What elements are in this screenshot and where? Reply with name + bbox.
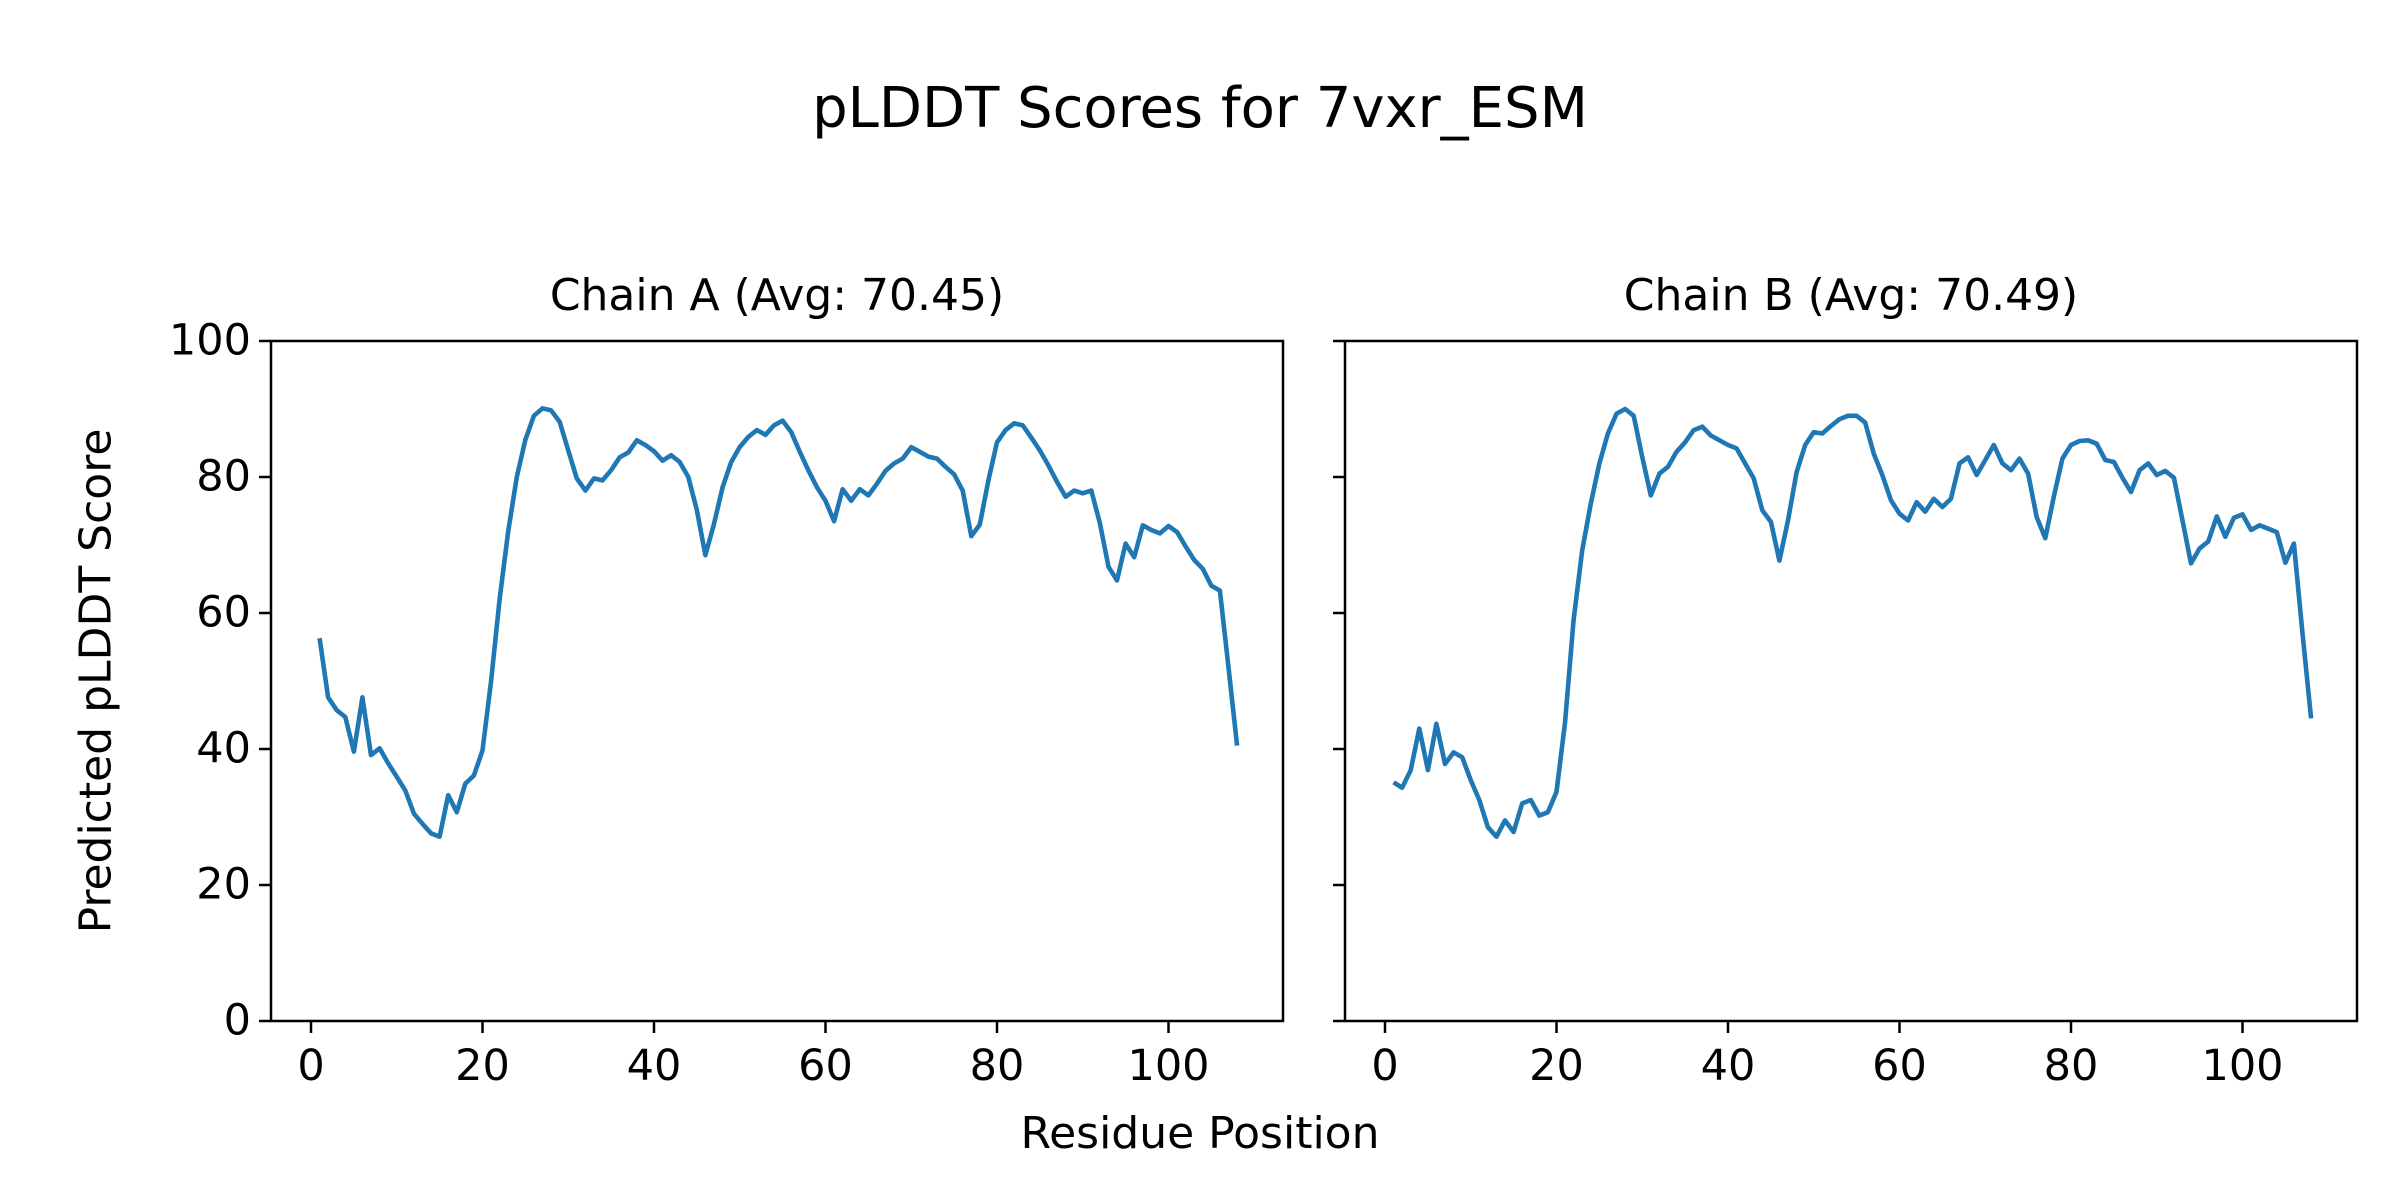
x-tick-label: 0 [1371, 1041, 1399, 1091]
axes-spines [1343, 339, 2359, 1023]
y-tick-label: 80 [196, 451, 251, 502]
chain-a-line-chart [259, 339, 1285, 1033]
x-tick-label: 100 [2201, 1041, 2284, 1091]
x-tick-label: 60 [798, 1041, 853, 1091]
x-tick-label: 100 [1127, 1041, 1210, 1091]
y-tick-label: 20 [196, 859, 251, 910]
x-tick-label: 0 [297, 1041, 325, 1091]
y-tick-label: 100 [168, 315, 251, 366]
y-tick-label: 60 [196, 587, 251, 638]
chain-b-title: Chain B (Avg: 70.49) [1623, 270, 2079, 321]
plddt-line-b [1392, 406, 2314, 840]
x-axis-label: Residue Position [1020, 1108, 1380, 1159]
x-tick-label: 60 [1872, 1041, 1927, 1091]
axes-spines [269, 339, 1285, 1023]
chain-a-title: Chain A (Avg: 70.45) [549, 270, 1005, 321]
x-tick-label: 40 [626, 1041, 682, 1091]
x-tick-label: 20 [1529, 1041, 1584, 1091]
chain-b-plot-area [1333, 339, 2359, 1033]
figure-suptitle: pLDDT Scores for 7vxr_ESM [812, 76, 1588, 141]
chain-a-plot-area [259, 339, 1285, 1033]
x-tick-label: 80 [2043, 1041, 2099, 1091]
x-tick-label: 40 [1700, 1041, 1756, 1091]
plddt-line-a [317, 406, 1240, 840]
y-tick-label: 40 [196, 723, 251, 774]
x-tick-label: 80 [969, 1041, 1025, 1091]
y-tick-label: 0 [223, 995, 251, 1046]
chain-b-line-chart [1333, 339, 2359, 1033]
y-axis-label-text: Predicted pLDDT Score [70, 428, 122, 934]
x-tick-label: 20 [455, 1041, 510, 1091]
